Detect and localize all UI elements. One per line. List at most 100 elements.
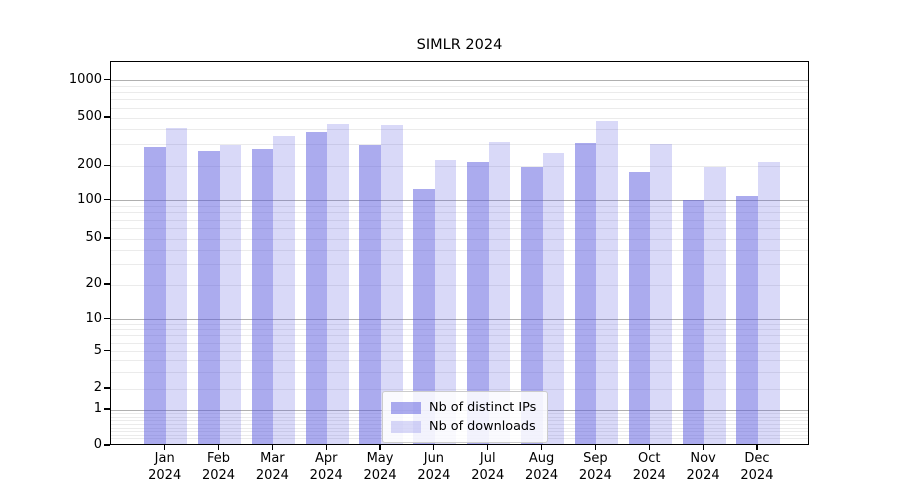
bar-distinct-ips-feb xyxy=(197,150,220,444)
major-gridline xyxy=(111,319,808,320)
bar-distinct-ips-jun xyxy=(413,188,435,444)
y-tick-label: 5 xyxy=(93,342,102,358)
x-tick-mark xyxy=(702,445,704,450)
legend-label-downloads: Nb of downloads xyxy=(429,419,536,434)
y-tick-label: 100 xyxy=(77,191,102,207)
y-tick-mark xyxy=(104,199,110,201)
minor-gridline xyxy=(111,117,808,119)
minor-gridline xyxy=(111,329,808,331)
x-tick-mark xyxy=(379,445,381,450)
x-tick-label: Oct 2024 xyxy=(632,451,666,483)
x-tick-label: Apr 2024 xyxy=(309,451,343,483)
bar-downloads-apr xyxy=(327,123,349,444)
bar-distinct-ips-jan xyxy=(144,146,166,444)
minor-gridline xyxy=(111,388,808,390)
major-gridline xyxy=(111,200,808,202)
x-tick-mark xyxy=(648,445,650,450)
minor-gridline xyxy=(111,284,808,286)
x-tick-mark xyxy=(217,445,220,450)
y-tick-mark xyxy=(104,387,110,389)
bar-distinct-ips-aug xyxy=(520,166,543,444)
y-tick-label: 500 xyxy=(77,109,102,124)
minor-gridline xyxy=(111,92,808,94)
bar-distinct-ips-dec xyxy=(736,196,758,444)
x-tick-mark xyxy=(433,445,435,450)
chart-title: SIMLR 2024 xyxy=(416,37,503,53)
y-tick-label: 50 xyxy=(85,230,102,245)
minor-gridline xyxy=(111,238,808,240)
bar-distinct-ips-sep xyxy=(574,142,597,444)
bar-distinct-ips-apr xyxy=(305,132,328,444)
bar-downloads-jun xyxy=(434,160,457,444)
minor-gridline xyxy=(111,264,808,266)
bar-distinct-ips-oct xyxy=(628,171,651,444)
legend: Nb of distinct IPs Nb of downloads xyxy=(382,391,548,443)
bar-downloads-feb xyxy=(219,144,242,444)
minor-gridline xyxy=(111,165,808,167)
bar-distinct-ips-nov xyxy=(682,199,705,444)
bar-downloads-may xyxy=(381,124,403,444)
minor-gridline xyxy=(111,342,808,344)
minor-gridline xyxy=(111,360,808,362)
major-gridline xyxy=(111,80,808,82)
bar-downloads-dec xyxy=(757,162,780,444)
minor-gridline xyxy=(111,107,808,109)
y-tick-mark xyxy=(104,237,110,239)
legend-item-distinct-ips: Nb of distinct IPs xyxy=(391,398,539,417)
bar-downloads-oct xyxy=(650,143,672,444)
x-tick-label: Aug 2024 xyxy=(525,451,559,483)
x-tick-mark xyxy=(164,445,166,450)
x-tick-label: Mar 2024 xyxy=(255,451,289,483)
x-tick-mark xyxy=(325,445,327,450)
bar-distinct-ips-jul xyxy=(467,162,489,444)
x-tick-label: Feb 2024 xyxy=(201,451,236,483)
minor-gridline xyxy=(111,99,808,101)
bar-downloads-aug xyxy=(542,152,565,444)
minor-gridline xyxy=(111,371,808,373)
y-tick-mark xyxy=(104,317,110,320)
minor-gridline xyxy=(111,85,808,87)
y-tick-label: 0 xyxy=(93,437,102,452)
bar-downloads-mar xyxy=(273,136,295,444)
y-tick-label: 20 xyxy=(85,276,102,291)
y-tick-mark xyxy=(104,116,110,118)
x-tick-label: May 2024 xyxy=(363,451,397,483)
y-tick-mark xyxy=(104,349,110,352)
bar-downloads-jan xyxy=(165,127,188,444)
x-tick-label: Jan 2024 xyxy=(148,451,182,483)
minor-gridline xyxy=(111,249,808,251)
minor-gridline xyxy=(111,212,808,214)
y-tick-mark xyxy=(104,408,110,410)
legend-item-downloads: Nb of downloads xyxy=(391,417,539,436)
bar-distinct-ips-may xyxy=(359,144,382,444)
x-tick-label: Jul 2024 xyxy=(471,451,505,483)
minor-gridline xyxy=(111,129,808,131)
x-tick-label: Jun 2024 xyxy=(417,451,451,483)
legend-label-distinct-ips: Nb of distinct IPs xyxy=(429,400,537,415)
minor-gridline xyxy=(111,335,808,337)
minor-gridline xyxy=(111,205,808,207)
bar-downloads-sep xyxy=(596,120,618,444)
legend-swatch-distinct-ips xyxy=(391,401,421,414)
bar-downloads-jul xyxy=(488,141,511,444)
x-tick-mark xyxy=(271,445,273,450)
y-tick-mark xyxy=(104,283,110,285)
y-tick-label: 10 xyxy=(85,310,102,326)
minor-gridline xyxy=(111,144,808,146)
minor-gridline xyxy=(111,228,808,230)
x-tick-label: Sep 2024 xyxy=(578,451,612,483)
y-tick-label: 1 xyxy=(93,401,102,416)
minor-gridline xyxy=(111,219,808,221)
x-tick-mark xyxy=(756,445,758,450)
y-tick-label: 200 xyxy=(77,157,102,173)
x-tick-mark xyxy=(487,445,489,450)
y-tick-label: 1000 xyxy=(68,71,102,87)
bar-distinct-ips-mar xyxy=(251,149,274,444)
x-tick-mark xyxy=(594,445,596,450)
plot-area: Nb of distinct IPs Nb of downloads xyxy=(110,61,809,445)
x-tick-label: Dec 2024 xyxy=(740,451,774,483)
y-tick-mark xyxy=(104,164,110,166)
x-tick-mark xyxy=(540,445,543,450)
y-tick-mark xyxy=(104,444,110,446)
